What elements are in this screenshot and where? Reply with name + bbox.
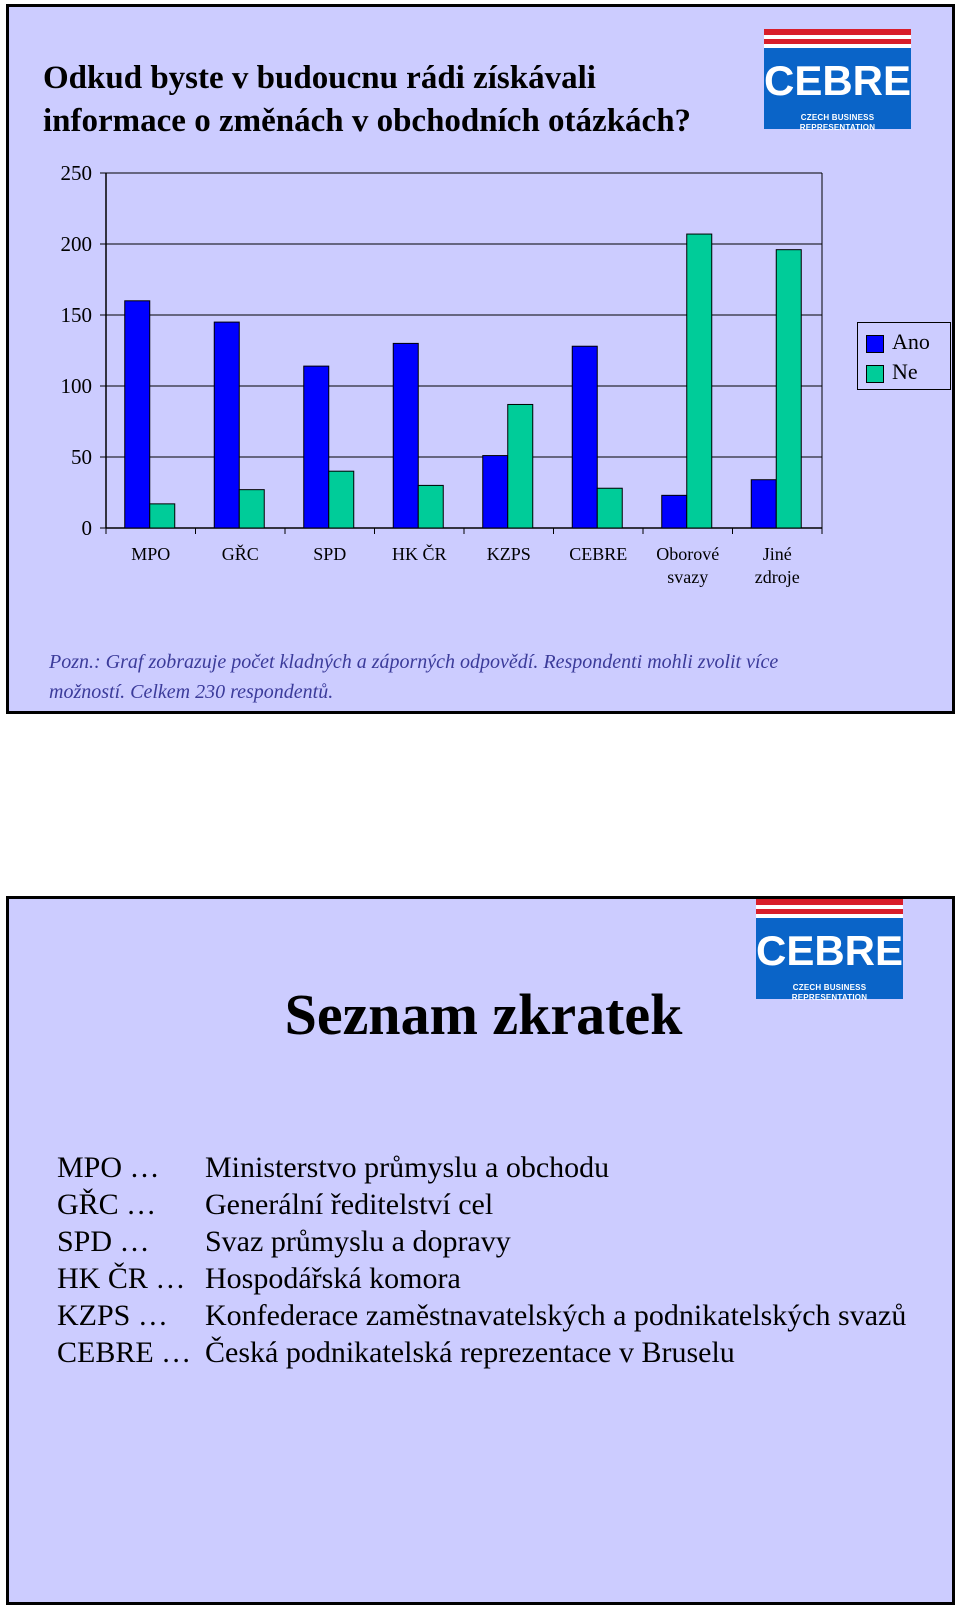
bar-ano (124, 300, 151, 529)
abbr-code: GŘC … (57, 1188, 157, 1221)
legend-label-ne: Ne (892, 359, 918, 384)
abbr-text: Konfederace zaměstnavatelských a podnika… (205, 1299, 907, 1332)
y-tick-label: 150 (61, 303, 93, 327)
abbr-item: GŘC … Generální ředitelství cel (57, 1186, 906, 1223)
x-tick-label: Oborové (656, 544, 719, 564)
abbreviations-slide: CEBRE CZECH BUSINESS REPRESENTATION Sezn… (6, 896, 955, 1605)
abbreviations-list: MPO … Ministerstvo průmyslu a obchodu GŘC… (57, 1149, 906, 1371)
bar-ano (661, 494, 688, 529)
abbr-item: HK ČR … Hospodářská komora (57, 1260, 906, 1297)
y-tick-label: 250 (61, 161, 93, 185)
logo-subtitle-2: CZECH BUSINESS REPRESENTATION (791, 983, 868, 1002)
bar-ano (482, 455, 509, 529)
bar-ano (213, 321, 240, 529)
x-tick-label: KZPS (487, 544, 531, 564)
x-tick-label: SPD (313, 544, 346, 564)
chart-slide: Odkud byste v budoucnu rádi získávali in… (6, 4, 955, 714)
bar-ano (750, 479, 777, 529)
bar-ne (238, 489, 265, 529)
chart-legend: Ano Ne (857, 322, 951, 390)
bar-ano (392, 342, 419, 529)
logo-subtitle: CZECH BUSINESS REPRESENTATION (799, 113, 876, 132)
abbreviations-title: Seznam zkratek (284, 982, 683, 1047)
x-tick-label: HK ČR (392, 543, 447, 564)
y-tick-label: 100 (61, 374, 93, 398)
abbr-item: CEBRE … Česká podnikatelská reprezentace … (57, 1334, 906, 1371)
bar-ne (596, 487, 623, 529)
x-tick-label: GŘC (222, 543, 259, 564)
legend-item-ano: Ano (866, 331, 930, 353)
bar-ano (571, 345, 598, 529)
abbr-text: Generální ředitelství cel (205, 1188, 494, 1221)
abbr-text: Svaz průmyslu a dopravy (205, 1225, 511, 1258)
bar-ne (328, 470, 355, 529)
y-tick-label: 50 (71, 445, 92, 469)
chart-note: Pozn.: Graf zobrazuje počet kladných a z… (49, 647, 929, 707)
x-tick-label: Jiné (763, 544, 792, 564)
legend-swatch-ano (866, 334, 884, 353)
abbr-text: Česká podnikatelská reprezentace v Bruse… (205, 1336, 735, 1369)
title-line-1: Odkud byste v budoucnu rádi získávali (43, 60, 596, 96)
legend-swatch-ne (866, 364, 884, 383)
abbr-code: SPD … (57, 1225, 150, 1258)
abbr-code: HK ČR … (57, 1262, 186, 1295)
x-tick-label: svazy (667, 567, 708, 587)
x-tick-label: zdroje (755, 567, 800, 587)
abbr-text: Hospodářská komora (205, 1262, 461, 1295)
abbr-code: KZPS … (57, 1299, 168, 1332)
abbr-text: Ministerstvo průmyslu a obchodu (205, 1151, 610, 1184)
title-line-2: informace o změnách v obchodních otázkác… (43, 103, 692, 139)
note-line-1: Pozn.: Graf zobrazuje počet kladných a z… (49, 651, 779, 673)
logo-wordmark-2: CEBRE (756, 927, 904, 974)
bar-ne (686, 233, 713, 529)
note-line-2: možností. Celkem 230 respondentů. (49, 681, 334, 703)
x-tick-label: CEBRE (569, 544, 627, 564)
y-tick-label: 0 (82, 516, 93, 540)
cebre-logo-2: CEBRE CZECH BUSINESS REPRESENTATION (756, 899, 904, 1002)
cebre-logo: CEBRE CZECH BUSINESS REPRESENTATION (764, 29, 912, 132)
bar-ne (775, 249, 802, 529)
abbr-item: SPD … Svaz průmyslu a dopravy (57, 1223, 906, 1260)
bar-ne (507, 403, 534, 529)
abbr-code: MPO … (57, 1151, 160, 1184)
bar-ne (149, 503, 176, 529)
logo-wordmark: CEBRE (764, 57, 912, 104)
plot-area (106, 173, 822, 528)
abbr-item: KZPS … Konfederace zaměstnavatelských a p… (57, 1297, 906, 1334)
abbr-code: CEBRE … (57, 1336, 192, 1369)
slide-title: Odkud byste v budoucnu rádi získávali in… (43, 57, 691, 143)
abbr-item: MPO … Ministerstvo průmyslu a obchodu (57, 1149, 906, 1186)
bar-chart: 0 50 100 150 200 250 MPO GŘC SPD HK ČR KZPS CEBRE Ob… (61, 161, 823, 587)
bar-ano (303, 365, 330, 529)
legend-item-ne: Ne (866, 361, 918, 383)
legend-label-ano: Ano (892, 329, 930, 354)
y-tick-label: 200 (61, 232, 93, 256)
bar-ne (417, 484, 444, 529)
x-tick-label: MPO (131, 544, 170, 564)
